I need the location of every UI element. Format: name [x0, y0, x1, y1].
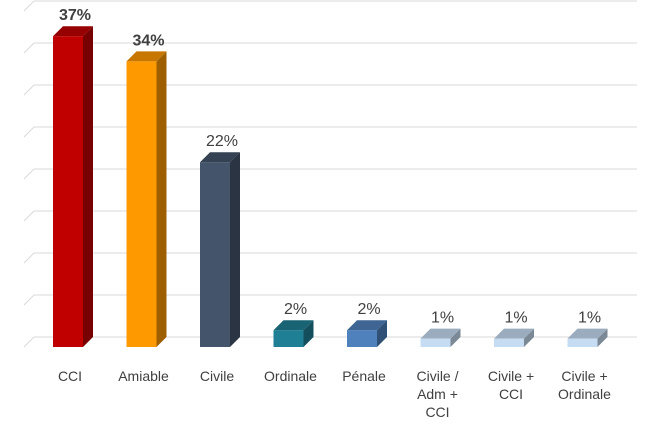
bar-side: [156, 51, 167, 348]
value-label: 34%: [132, 32, 164, 49]
gridline: [23, 126, 637, 138]
gridline: [23, 42, 637, 54]
bar-side: [377, 320, 387, 347]
bar-front: [420, 338, 451, 347]
gridline: [23, 294, 637, 306]
bar-top: [347, 320, 387, 331]
bar-top: [53, 26, 93, 37]
value-label: 22%: [206, 133, 238, 150]
value-labels: 37% 34% 22% 2% 2% 1% 1% 1%: [59, 7, 601, 326]
bar-top: [126, 51, 167, 62]
value-label: 1%: [431, 310, 454, 327]
bar: [567, 328, 608, 347]
bar: [200, 152, 240, 347]
value-label: 37%: [59, 7, 91, 24]
bar-side: [524, 328, 534, 347]
category-label: Civile + CCI: [488, 368, 534, 402]
bar-front: [200, 162, 230, 347]
category-labels: CCI Amiable Civile Ordinale Pénale Civile / Ad…: [58, 368, 611, 420]
value-label: 1%: [504, 310, 527, 327]
bar-side: [303, 320, 314, 347]
bar-side: [450, 328, 461, 347]
gridline: [23, 210, 637, 222]
category-label: Pénale: [342, 368, 386, 384]
value-label: 2%: [284, 301, 307, 318]
bar-top: [420, 328, 461, 339]
gridline: [23, 84, 637, 96]
value-label: 1%: [578, 310, 601, 327]
bar-top: [567, 328, 608, 339]
value-label: 2%: [357, 301, 380, 318]
gridline: [23, 336, 637, 348]
bar: [126, 51, 167, 348]
category-label: Civile + Ordinale: [558, 368, 611, 402]
bar-side: [230, 152, 240, 347]
category-label: Ordinale: [264, 368, 317, 384]
bar-side: [597, 328, 608, 347]
bar-top: [200, 152, 240, 163]
bar-front: [273, 330, 304, 347]
bar: [273, 320, 314, 347]
gridline: [23, 0, 637, 12]
bar: [494, 328, 534, 347]
bar-front: [567, 338, 598, 347]
gridline: [23, 168, 637, 180]
bars: [53, 26, 608, 348]
category-label: Amiable: [118, 368, 169, 384]
category-label: Civile / Adm + CCI: [416, 368, 458, 420]
gridline: [23, 252, 637, 264]
gridlines: [23, 0, 637, 348]
bar: [347, 320, 387, 347]
bar-top: [273, 320, 314, 331]
bar-front: [126, 61, 157, 348]
bar-front: [494, 338, 524, 347]
bar: [53, 26, 93, 347]
bar: [420, 328, 461, 347]
bar-front: [347, 330, 377, 347]
category-label: Civile: [200, 368, 234, 384]
category-label: CCI: [58, 368, 82, 384]
bar-side: [83, 26, 93, 347]
bar-top: [494, 328, 534, 339]
bar-front: [53, 36, 83, 347]
